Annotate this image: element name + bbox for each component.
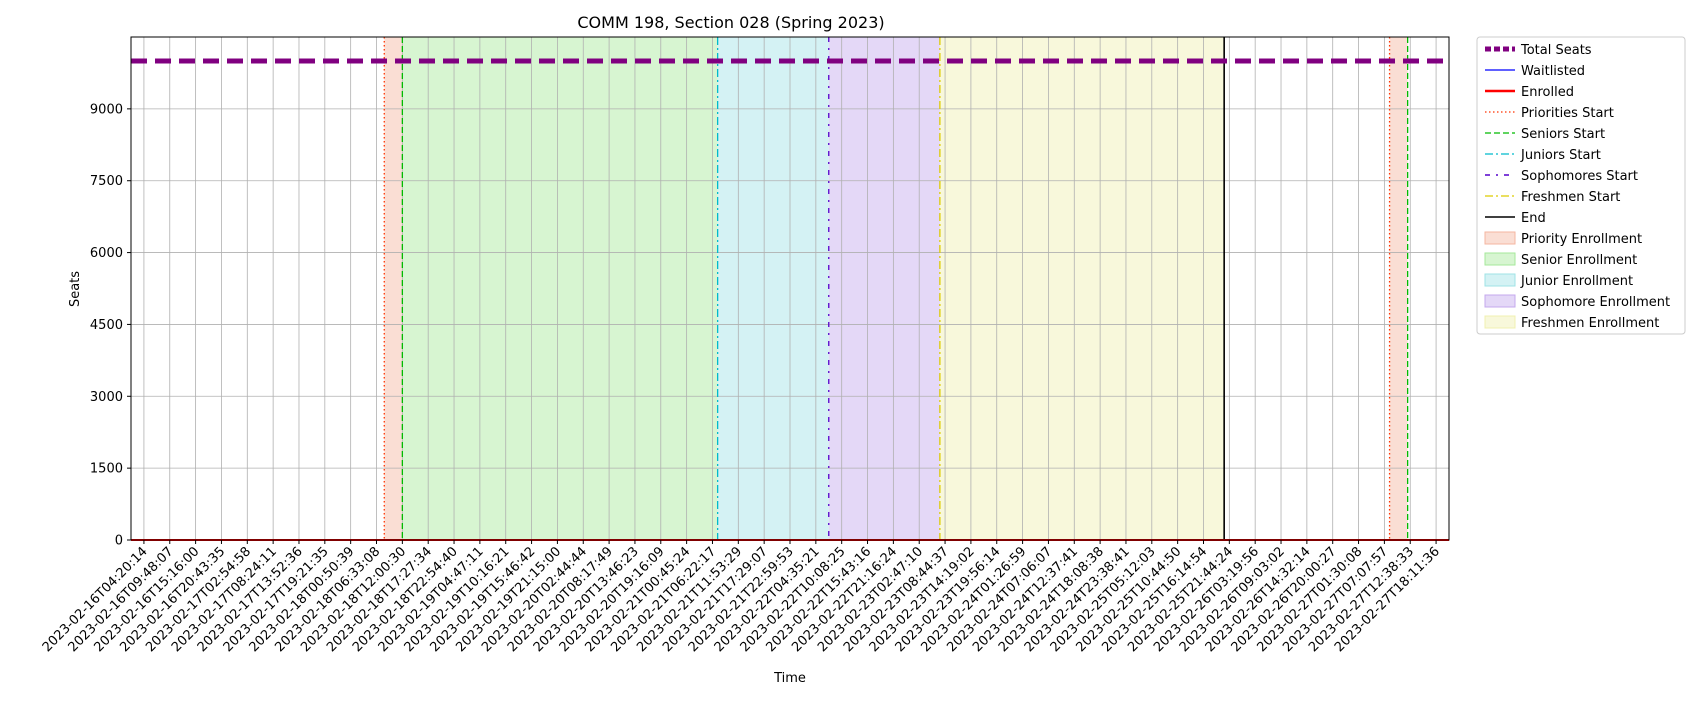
legend-swatch-priority-enrollment [1484, 231, 1516, 245]
legend: Total Seats Waitlisted Enrolled Priorities … [1476, 36, 1686, 335]
grid [131, 37, 1449, 541]
legend-label-waitlisted: Waitlisted [1521, 64, 1585, 79]
legend-label-sophomores-start: Sophomores Start [1521, 169, 1638, 184]
legend-swatch-senior-enrollment [1484, 252, 1516, 266]
legend-label-sophomore-enrollment: Sophomore Enrollment [1521, 295, 1670, 310]
legend-label-total-seats: Total Seats [1520, 43, 1592, 58]
event-lines [383, 37, 1409, 540]
region-senior-enrollment [402, 37, 718, 540]
legend-swatch-junior-enrollment [1484, 273, 1516, 287]
region-freshmen-enrollment [939, 37, 1225, 540]
y-tick-label: 9000 [90, 102, 123, 117]
y-tick-label: 7500 [90, 174, 123, 189]
legend-label-freshmen-start: Freshmen Start [1521, 190, 1620, 205]
y-tick-label: 4500 [90, 318, 123, 333]
y-tick-label: 3000 [90, 390, 123, 405]
y-tick-label: 1500 [90, 462, 123, 477]
legend-swatch-freshmen-enrollment [1484, 315, 1516, 329]
y-tick-label: 6000 [90, 246, 123, 261]
y-tick-label: 0 [115, 534, 123, 549]
chart-title: COMM 198, Section 028 (Spring 2023) [577, 13, 884, 32]
x-axis-label: Time [773, 671, 806, 686]
legend-label-priority-enrollment: Priority Enrollment [1521, 232, 1642, 247]
region-sophomore-enrollment [828, 37, 940, 540]
legend-label-end: End [1521, 211, 1546, 226]
legend-label-priorities-start: Priorities Start [1521, 106, 1614, 121]
legend-swatch-sophomore-enrollment [1484, 294, 1516, 308]
region-priority-enrollment [384, 37, 403, 540]
region-priority-enrollment [1389, 37, 1408, 540]
legend-label-freshmen-enrollment: Freshmen Enrollment [1521, 316, 1659, 331]
legend-label-junior-enrollment: Junior Enrollment [1520, 274, 1633, 289]
legend-label-seniors-start: Seniors Start [1521, 127, 1605, 142]
legend-label-senior-enrollment: Senior Enrollment [1521, 253, 1637, 268]
region-junior-enrollment [717, 37, 829, 540]
y-axis-label: Seats [68, 271, 83, 307]
legend-box [1476, 36, 1686, 335]
legend-label-juniors-start: Juniors Start [1520, 148, 1601, 163]
enrollment-regions [384, 37, 1408, 540]
legend-label-enrolled: Enrolled [1521, 85, 1574, 100]
